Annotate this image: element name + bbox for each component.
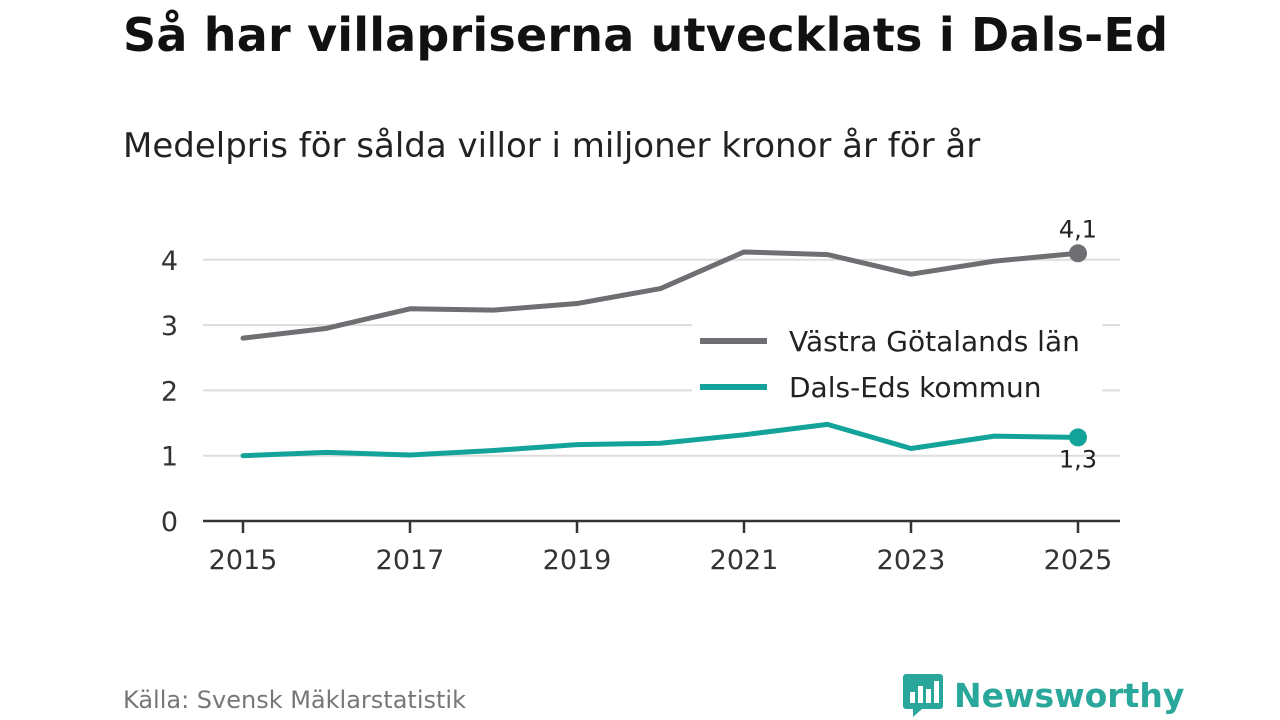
- x-tick-label-2021: 2021: [710, 545, 779, 576]
- chart-title: Så har villapriserna utvecklats i Dals-E…: [123, 8, 1169, 62]
- series-end-point-v-stra-g-talands-l-n: [1069, 244, 1087, 263]
- chart-subtitle: Medelpris för sålda villor i miljoner kr…: [123, 126, 981, 166]
- series-line-v-stra-g-talands-l-n: [240, 249, 1081, 341]
- x-tick-label-2019: 2019: [543, 545, 612, 576]
- legend-label-dals-eds-kommun: Dals-Eds kommun: [789, 371, 1042, 404]
- source-note: Källa: Svensk Mäklarstatistik: [123, 686, 466, 714]
- newsworthy-logo-icon: [903, 674, 943, 717]
- y-tick-label-4: 4: [161, 246, 178, 277]
- x-tick-label-2017: 2017: [376, 545, 445, 576]
- data-label-dals-eds-kommun: 1,3: [1059, 445, 1097, 473]
- y-tick-label-3: 3: [161, 311, 178, 342]
- y-tick-label-0: 0: [161, 507, 178, 538]
- x-tick-label-2015: 2015: [209, 545, 278, 576]
- legend-label-v-stra-g-talands-l-n: Västra Götalands län: [789, 325, 1080, 358]
- y-tick-label-1: 1: [161, 442, 178, 473]
- x-tick-label-2023: 2023: [877, 545, 946, 576]
- x-tick-label-2025: 2025: [1044, 545, 1113, 576]
- series-end-point-dals-eds-kommun: [1069, 428, 1087, 447]
- brand-name: Newsworthy: [954, 675, 1185, 715]
- series-line-dals-eds-kommun: [240, 421, 1081, 459]
- data-label-v-stra-g-talands-l-n: 4,1: [1059, 215, 1097, 243]
- brand-logo: Newsworthy: [902, 672, 1184, 718]
- y-tick-label-2: 2: [161, 376, 178, 407]
